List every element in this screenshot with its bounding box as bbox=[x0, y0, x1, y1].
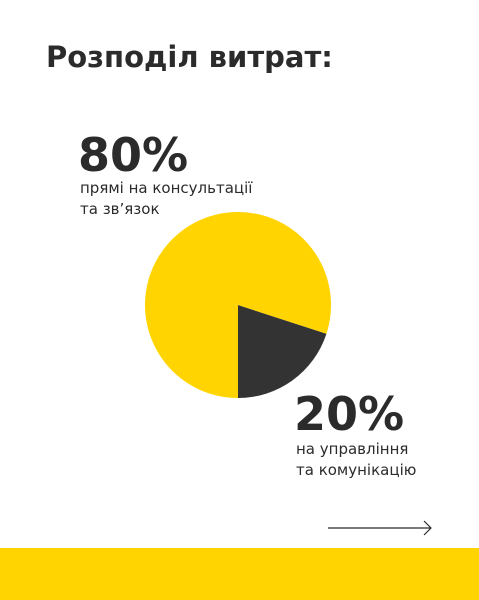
value-label: 80% bbox=[78, 128, 189, 182]
pie-slice bbox=[238, 305, 327, 398]
footer-band bbox=[0, 548, 479, 600]
pie-slice bbox=[145, 212, 331, 398]
category-label: прямі на консультації та зв’язок bbox=[80, 179, 253, 218]
value-label: 20% bbox=[294, 387, 405, 441]
chart-title: Розподіл витрат: bbox=[46, 40, 333, 74]
category-label: на управління та комунікацію bbox=[296, 440, 417, 479]
next-arrow[interactable] bbox=[328, 520, 432, 536]
